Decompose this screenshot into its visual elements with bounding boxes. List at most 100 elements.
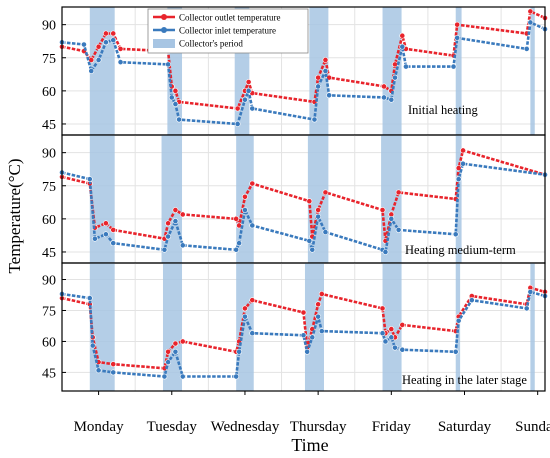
panel-annotation: Heating in the later stage bbox=[402, 373, 527, 387]
inlet-data-point bbox=[179, 373, 186, 380]
y-tick-label: 60 bbox=[42, 85, 56, 100]
inlet-data-point bbox=[233, 246, 240, 253]
inlet-data-point bbox=[326, 92, 333, 99]
inlet-data-point bbox=[455, 176, 462, 183]
inlet-data-point bbox=[95, 367, 102, 374]
x-tick-label: Sunday bbox=[515, 419, 550, 435]
x-tick-label: Friday bbox=[372, 419, 412, 435]
collector-period-band bbox=[455, 7, 462, 135]
inlet-data-point bbox=[304, 348, 311, 355]
outlet-data-point bbox=[234, 105, 241, 112]
outlet-data-point bbox=[110, 361, 117, 368]
inlet-data-point bbox=[399, 43, 406, 50]
collector-period-band bbox=[530, 263, 535, 391]
outlet-data-point bbox=[110, 226, 117, 233]
outlet-data-point bbox=[379, 207, 386, 213]
inlet-data-point bbox=[172, 218, 179, 224]
inlet-data-point bbox=[315, 83, 322, 90]
inlet-data-point bbox=[245, 87, 252, 94]
inlet-data-point bbox=[86, 176, 93, 183]
panel-3: 45 60 75 90 Heating in the later stage bbox=[42, 262, 548, 392]
outlet-data-point bbox=[165, 348, 172, 355]
inlet-data-point bbox=[379, 330, 386, 337]
outlet-data-point bbox=[110, 30, 117, 37]
outlet-data-point bbox=[242, 305, 248, 312]
inlet-data-point bbox=[309, 334, 316, 341]
y-tick-label: 75 bbox=[42, 52, 56, 67]
inlet-series-line bbox=[61, 162, 546, 254]
inlet-data-point bbox=[249, 222, 256, 229]
outlet-data-point bbox=[179, 338, 186, 345]
inlet-data-point bbox=[454, 34, 461, 41]
inlet-data-point bbox=[392, 74, 398, 81]
inlet-data-point bbox=[165, 359, 172, 365]
collector-period-band bbox=[381, 135, 402, 263]
inlet-data-point bbox=[527, 289, 534, 295]
inlet-data-point bbox=[382, 338, 389, 345]
outlet-data-point bbox=[95, 43, 102, 50]
outlet-data-point bbox=[388, 326, 395, 332]
outlet-series-line bbox=[61, 149, 546, 243]
inlet-data-point bbox=[110, 37, 117, 44]
collector-period-band bbox=[382, 7, 402, 135]
outlet-data-point bbox=[399, 322, 406, 328]
outlet-data-point bbox=[454, 21, 461, 28]
inlet-data-point bbox=[309, 246, 316, 253]
inlet-data-point bbox=[527, 19, 534, 26]
outlet-data-point bbox=[381, 83, 387, 90]
outlet-data-point bbox=[306, 198, 313, 205]
x-tick-label: Monday bbox=[74, 419, 124, 435]
inlet-data-point bbox=[242, 207, 248, 213]
inlet-data-point bbox=[460, 160, 466, 167]
legend-swatch-marker bbox=[161, 14, 167, 20]
inlet-data-point bbox=[306, 238, 313, 244]
inlet-data-point bbox=[110, 369, 117, 376]
legend-swatch-band bbox=[153, 39, 175, 48]
inlet-data-point bbox=[161, 246, 168, 253]
inlet-data-point bbox=[455, 317, 462, 324]
outlet-data-point bbox=[315, 301, 322, 308]
inlet-data-point bbox=[103, 39, 109, 46]
inlet-data-point bbox=[88, 68, 95, 74]
inlet-data-point bbox=[452, 231, 459, 238]
inlet-data-point bbox=[242, 96, 248, 103]
outlet-data-point bbox=[179, 211, 186, 218]
inlet-data-point bbox=[172, 101, 179, 108]
legend-swatch-marker bbox=[161, 27, 167, 33]
panel-frame bbox=[61, 262, 546, 392]
y-tick-label: 45 bbox=[42, 246, 56, 261]
collector-period-band bbox=[89, 135, 115, 263]
outlet-data-point bbox=[527, 8, 534, 15]
inlet-data-point bbox=[523, 305, 530, 312]
inlet-data-point bbox=[165, 61, 172, 68]
y-tick-label: 75 bbox=[42, 304, 56, 319]
outlet-data-point bbox=[322, 189, 329, 196]
inlet-data-point bbox=[233, 373, 240, 380]
x-tick-label: Saturday bbox=[438, 419, 492, 435]
y-tick-label: 60 bbox=[42, 213, 56, 228]
y-axis-label: Temperature(°C) bbox=[5, 158, 24, 273]
y-tick-label: 90 bbox=[42, 19, 56, 34]
outlet-data-point bbox=[399, 32, 406, 39]
outlet-data-point bbox=[117, 46, 124, 52]
inlet-data-point bbox=[399, 346, 406, 353]
inlet-data-point bbox=[382, 249, 389, 255]
outlet-data-point bbox=[233, 215, 240, 222]
outlet-data-point bbox=[103, 220, 109, 227]
y-tick-label: 60 bbox=[42, 335, 56, 350]
x-axis-label: Time bbox=[291, 435, 328, 455]
inlet-data-point bbox=[249, 105, 256, 112]
inlet-data-point bbox=[172, 348, 179, 355]
collector-period-band bbox=[161, 135, 183, 263]
outlet-data-point bbox=[395, 189, 402, 196]
collector-period-band bbox=[530, 7, 535, 135]
x-tick-label: Wednesday bbox=[211, 419, 280, 435]
panels: 45 60 75 90 Initial heating 45 60 75 90 Heating m… bbox=[42, 6, 548, 392]
x-axis: Monday Tuesday Wednesday Thursday Friday Satu… bbox=[74, 391, 550, 435]
inlet-data-point bbox=[450, 63, 457, 70]
inlet-data-point bbox=[468, 297, 475, 304]
inlet-data-point bbox=[381, 94, 387, 101]
panel-2: 45 60 75 90 Heating medium-term bbox=[42, 134, 548, 264]
outlet-data-point bbox=[245, 79, 252, 85]
